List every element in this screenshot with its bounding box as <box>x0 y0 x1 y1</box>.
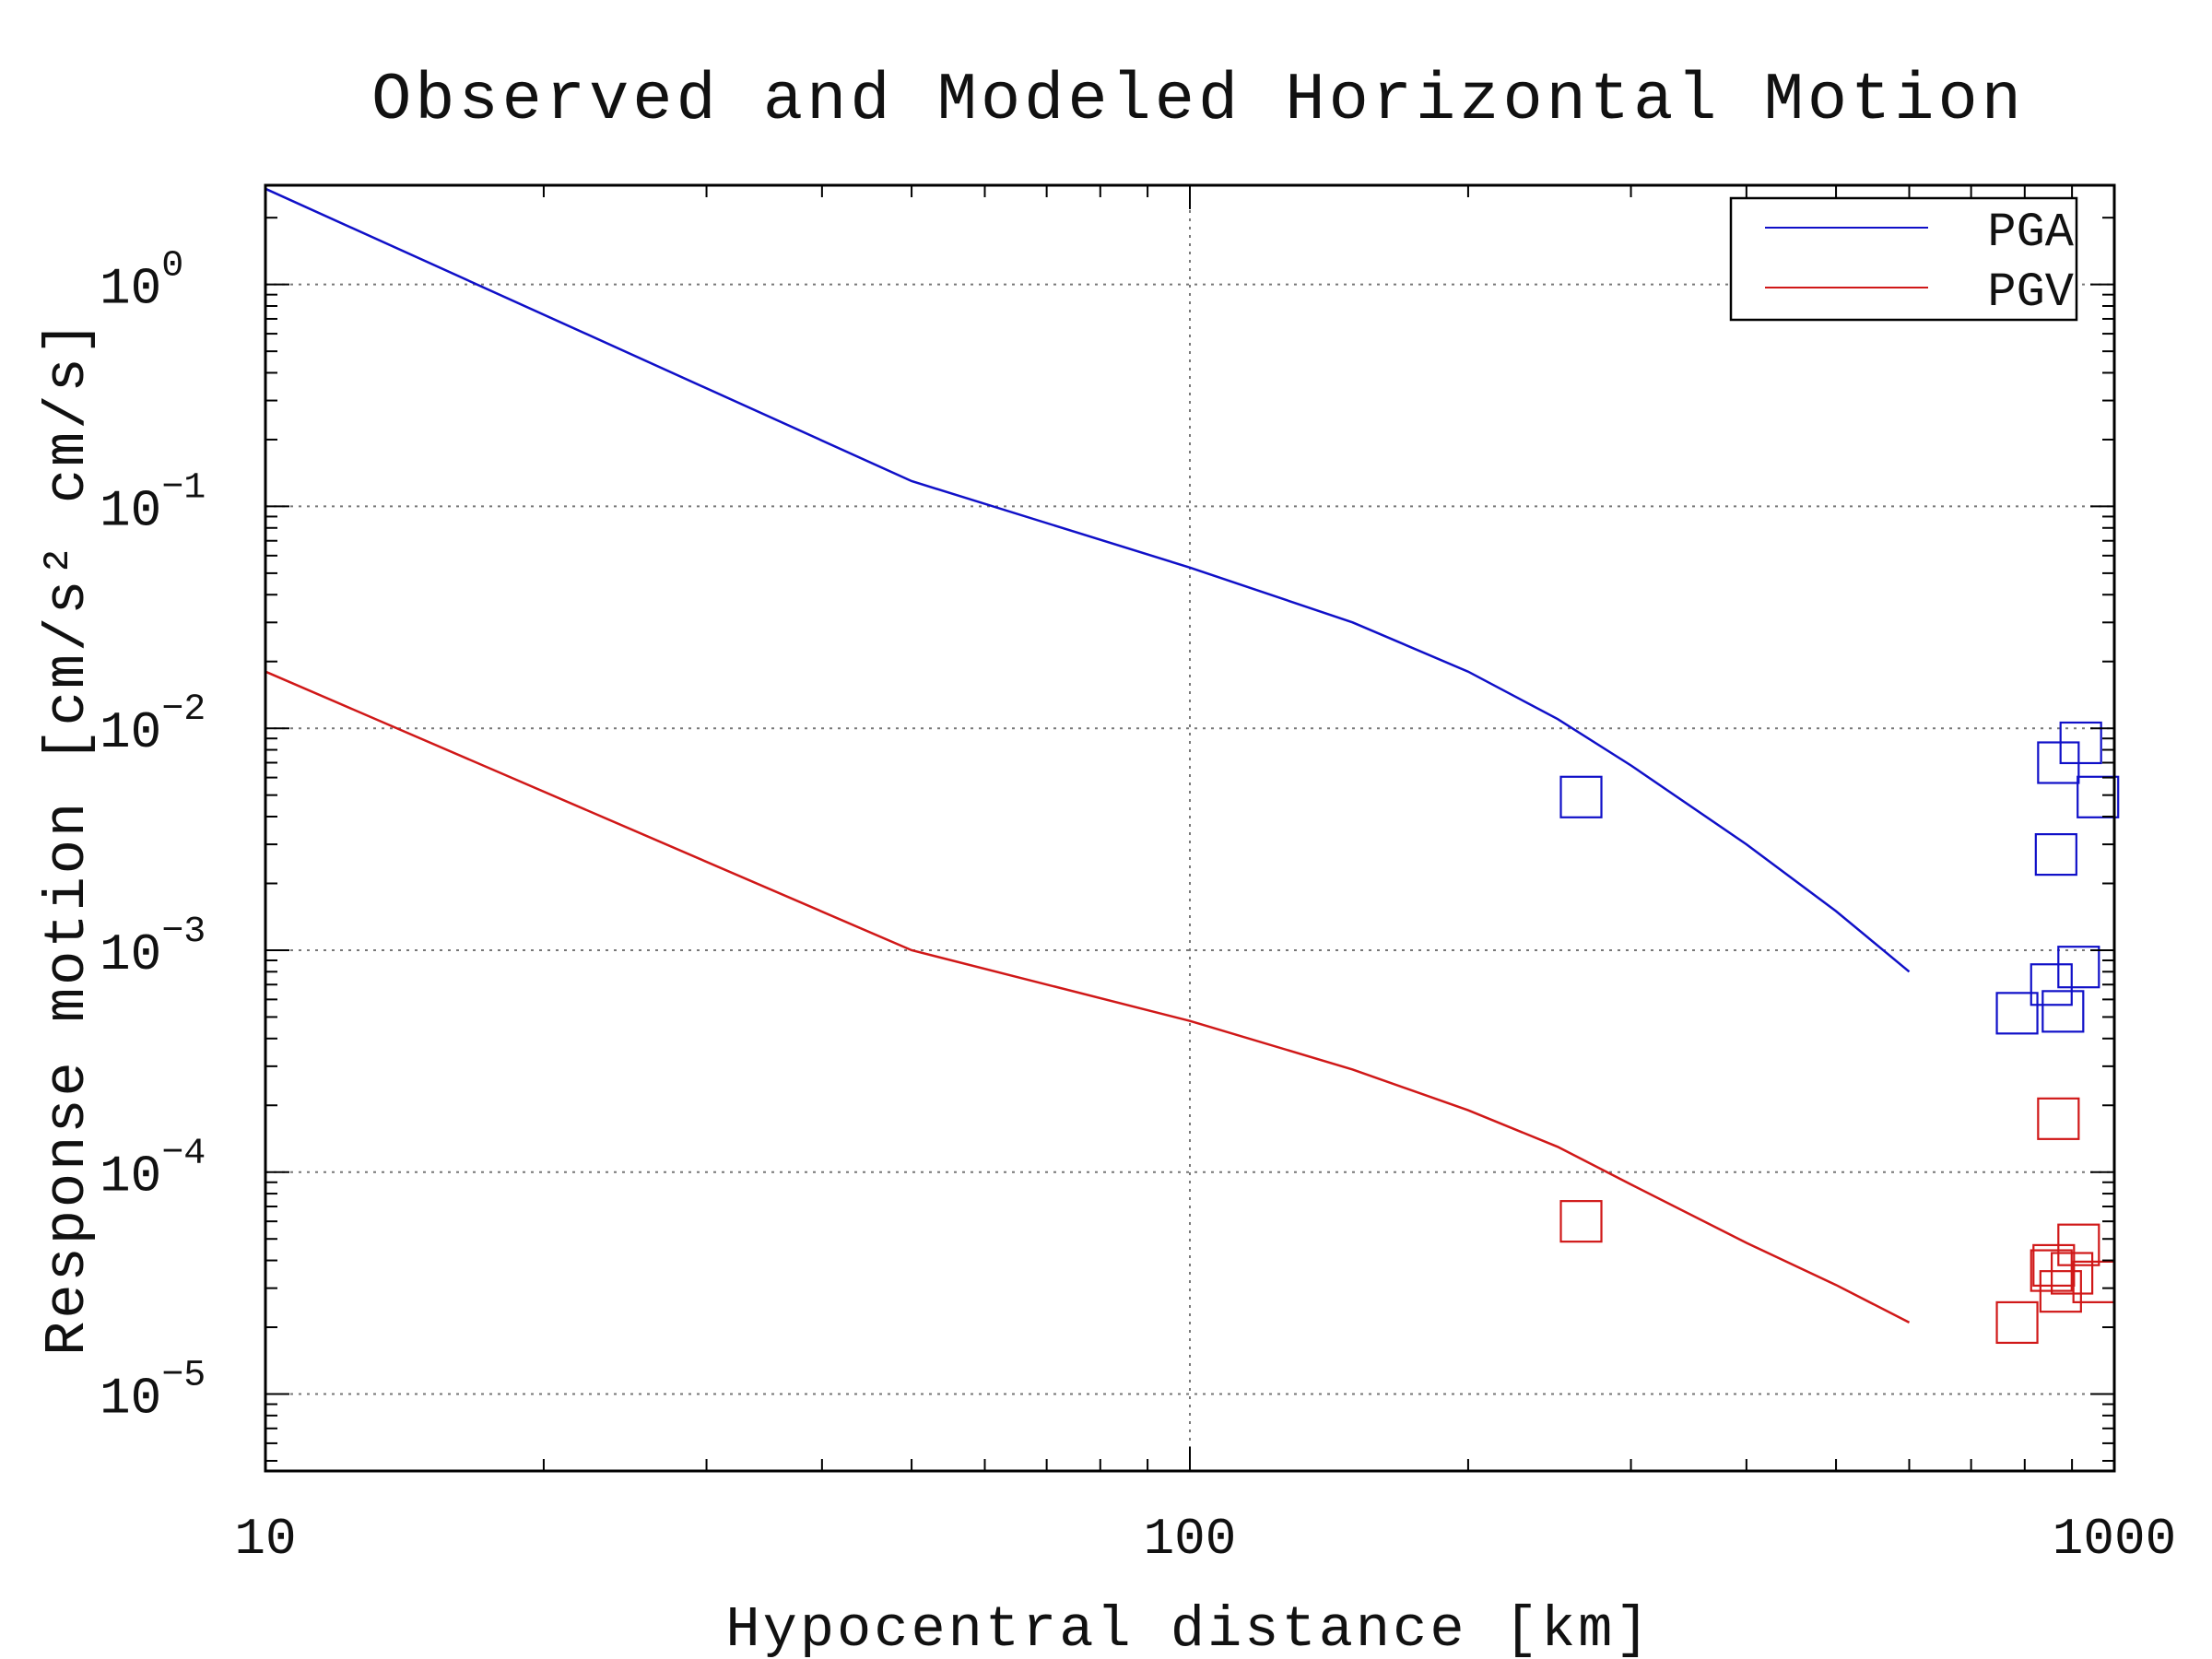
y-tick-label-base: 10 <box>100 481 161 540</box>
data-point-pga-observed <box>2059 721 2102 765</box>
data-point-pgv-observed <box>2037 1097 2080 1140</box>
grid-lines <box>265 185 2114 1471</box>
data-point-pgv-observed <box>1559 1200 1603 1243</box>
series-line-pga <box>265 187 1911 973</box>
y-tick-label: 100 <box>100 246 183 319</box>
y-tick-label-exponent: −4 <box>161 1134 206 1175</box>
y-tick-label: 10−2 <box>100 689 206 762</box>
legend-label-pga: PGA <box>1987 206 2074 260</box>
y-tick-label-exponent: −5 <box>161 1356 206 1397</box>
y-tick-label: 10−5 <box>100 1356 206 1429</box>
data-series <box>265 187 2120 1345</box>
data-point-pga-observed <box>2030 963 2073 1006</box>
y-tick-label: 10−3 <box>100 912 206 984</box>
data-point-pga-observed <box>2041 990 2085 1033</box>
y-tick-label: 10−4 <box>100 1134 206 1206</box>
data-point-pgv-observed <box>2057 1223 2100 1266</box>
data-point-pga-observed <box>2034 833 2077 877</box>
axis-ticks <box>265 185 2114 1471</box>
data-point-pga-observed <box>1995 992 2039 1035</box>
legend-box <box>1729 196 2078 322</box>
legend: PGA PGV <box>1729 196 2078 322</box>
y-tick-label-exponent: −2 <box>161 689 206 731</box>
y-tick-label-exponent: −3 <box>161 912 206 953</box>
y-tick-label: 10−1 <box>100 467 206 540</box>
x-tick-label: 100 <box>1144 1510 1237 1569</box>
data-point-pgv-observed <box>1995 1300 2039 1345</box>
series-line-pgv <box>265 670 1911 1324</box>
data-point-pgv-observed <box>2039 1270 2082 1313</box>
data-point-pgv-observed <box>2072 1260 2115 1303</box>
x-tick-label: 10 <box>234 1510 296 1569</box>
y-tick-label-base: 10 <box>100 703 161 762</box>
y-tick-label-base: 10 <box>100 1147 161 1206</box>
y-tick-label-base: 10 <box>100 260 161 319</box>
data-point-pga-observed <box>1559 775 1603 818</box>
y-tick-label-exponent: −1 <box>161 467 206 509</box>
y-tick-label-exponent: 0 <box>161 246 183 288</box>
x-axis-label: Hypocentral distance [km] <box>725 1597 1652 1659</box>
data-point-pgv-observed <box>2051 1252 2094 1295</box>
y-tick-label-base: 10 <box>100 925 161 984</box>
legend-label-pgv: PGV <box>1987 265 2074 320</box>
data-point-pga-observed <box>2077 775 2120 818</box>
data-point-pga-observed <box>2057 946 2100 989</box>
y-axis-label: Response motion [cm/s² cm/s] <box>35 318 100 1356</box>
y-tick-label-base: 10 <box>100 1370 161 1429</box>
x-tick-label: 1000 <box>2053 1510 2176 1569</box>
chart-title: Observed and Modeled Horizontal Motion <box>371 63 2025 138</box>
